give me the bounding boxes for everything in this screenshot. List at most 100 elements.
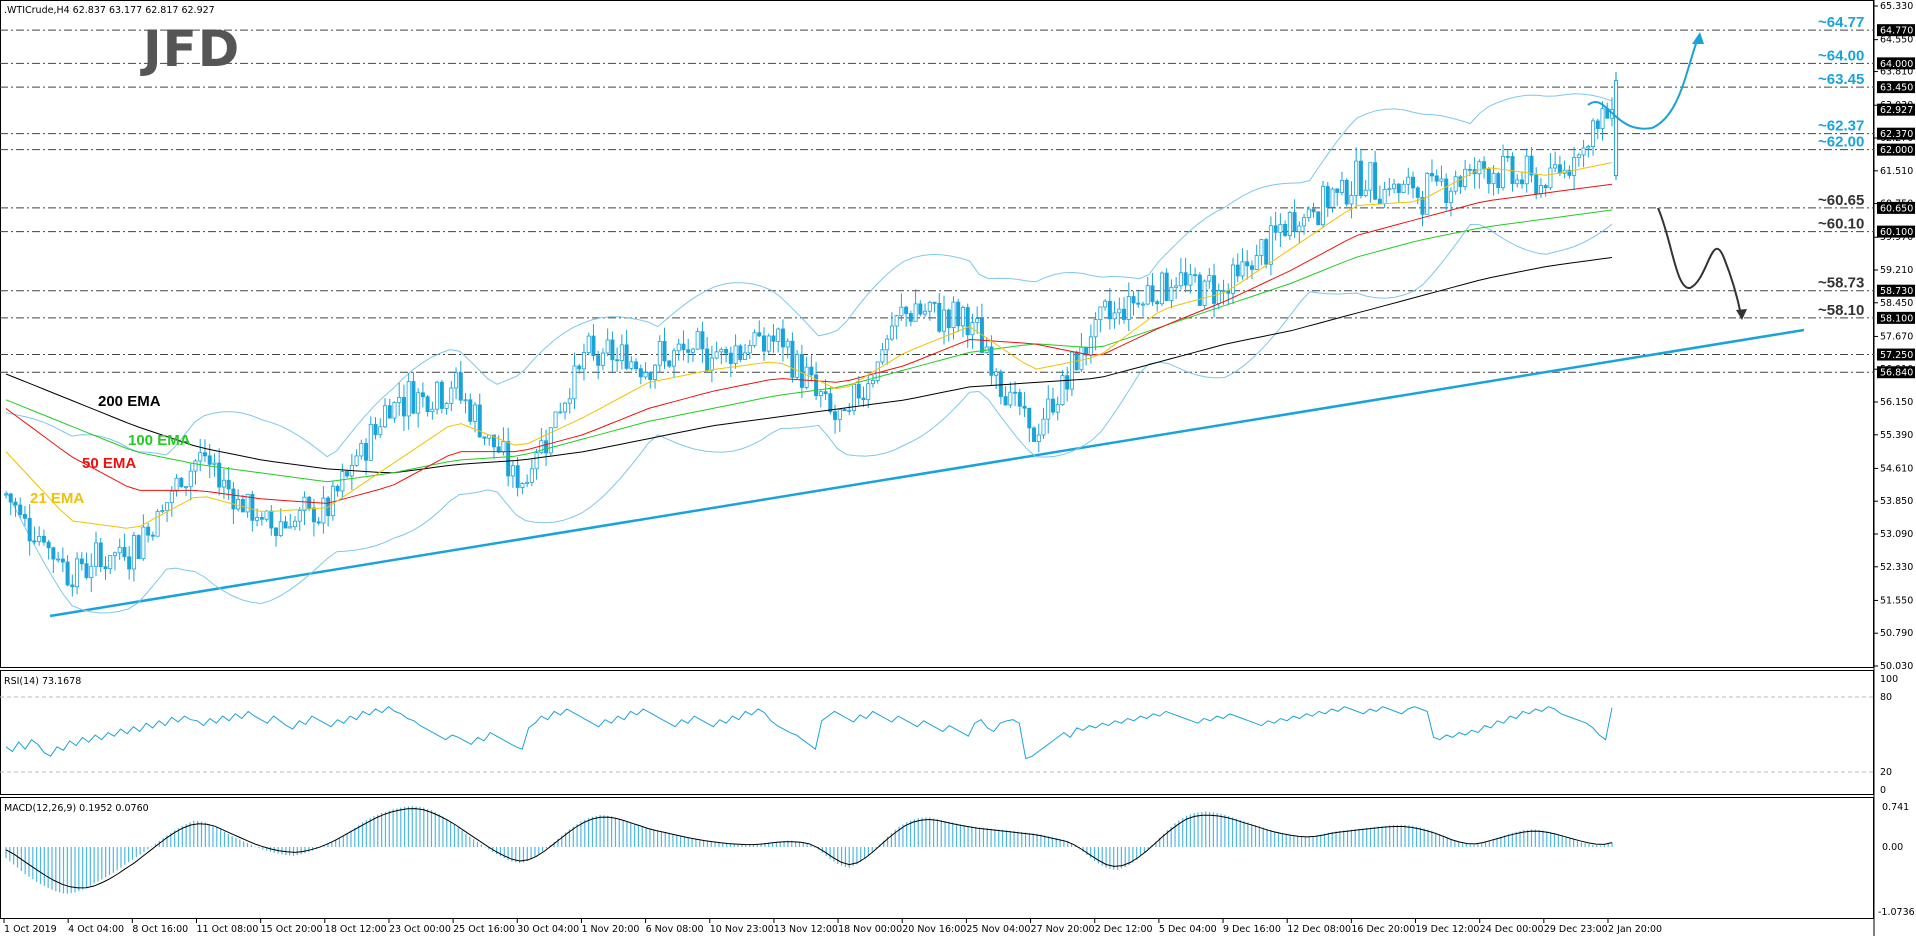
macd-hist-bar — [1047, 836, 1050, 847]
level-label: ~64.00 — [1818, 47, 1864, 64]
macd-hist-bar — [1193, 813, 1195, 847]
candle-body — [1344, 179, 1349, 205]
macd-hist-bar — [883, 840, 885, 847]
macd-hist-bar — [388, 810, 390, 847]
candle-body — [581, 352, 586, 370]
candle-body — [1439, 178, 1444, 182]
macd-hist-bar — [1024, 832, 1027, 847]
main-pane-frame — [0, 0, 1874, 668]
candle-body — [231, 488, 236, 510]
macd-hist-bar — [147, 847, 149, 850]
time-tick-label: 23 Oct 00:00 — [389, 924, 451, 935]
macd-hist-bar — [1346, 830, 1349, 847]
macd-hist-bar — [530, 847, 532, 860]
candle-body — [586, 335, 591, 353]
candle-body — [382, 405, 387, 428]
price-badge — [1877, 24, 1915, 37]
candle-body — [202, 452, 207, 457]
candle-body — [51, 547, 56, 560]
candle-body — [681, 343, 686, 351]
candle-body — [169, 490, 174, 504]
macd-hist-bar — [952, 822, 954, 847]
candle-body — [1339, 179, 1344, 193]
macd-histogram — [5, 806, 1613, 894]
macd-hist-bar — [507, 847, 509, 860]
candle-body — [1103, 300, 1108, 308]
price-tick-label: 54.610 — [1880, 463, 1913, 474]
macd-hist-bar — [722, 842, 724, 847]
macd-hist-bar — [423, 807, 425, 847]
macd-hist-bar — [714, 842, 716, 847]
macd-hist-bar — [1082, 847, 1084, 852]
candle-body — [1477, 161, 1482, 175]
macd-hist-bar — [1139, 847, 1142, 857]
price-badge — [1877, 143, 1915, 156]
candle-body — [506, 441, 511, 477]
macd-hist-bar — [1515, 831, 1517, 847]
macd-hist-bar — [1592, 844, 1594, 847]
candle-body — [842, 409, 847, 412]
macd-hist-bar — [676, 835, 678, 847]
macd-hist-bar — [775, 841, 778, 847]
price-badge — [1877, 201, 1915, 214]
macd-hist-bar — [944, 820, 946, 847]
candle-body — [1046, 398, 1051, 420]
candle-body — [250, 493, 255, 521]
macd-hist-bar — [154, 843, 157, 847]
candle-body — [264, 510, 269, 520]
macd-hist-bar — [1354, 829, 1356, 847]
macd-hist-bar — [231, 835, 233, 847]
macd-hist-bar — [24, 847, 26, 875]
macd-hist-bar — [151, 846, 153, 847]
macd-hist-bar — [538, 847, 540, 855]
candle-body — [629, 361, 634, 369]
candle-body — [1524, 155, 1529, 185]
macd-hist-bar — [216, 827, 218, 847]
macd-hist-bar — [683, 836, 686, 847]
candle-body — [411, 381, 416, 414]
macd-hist-bar — [300, 847, 302, 855]
candle-body — [160, 510, 165, 513]
macd-hist-bar — [1576, 840, 1579, 847]
time-tick-label: 25 Nov 04:00 — [966, 924, 1030, 935]
ema-line — [5, 183, 1613, 504]
candle-body — [146, 526, 151, 536]
macd-hist-bar — [614, 817, 617, 847]
candle-body — [776, 328, 781, 342]
candle-body — [994, 371, 999, 376]
macd-hist-bar — [78, 847, 80, 892]
macd-hist-bar — [1473, 844, 1475, 847]
macd-hist-bar — [975, 826, 977, 847]
candle-body — [932, 301, 937, 304]
macd-label: MACD(12,26,9) 0.1952 0.0760 — [4, 803, 149, 814]
macd-hist-bar — [764, 843, 766, 847]
macd-hist-bar — [1569, 838, 1571, 847]
time-tick-label: 10 Nov 23:00 — [710, 924, 774, 935]
macd-hist-bar — [1166, 830, 1168, 847]
candle-body — [1093, 319, 1098, 338]
macd-hist-bar — [112, 847, 114, 873]
candle-body — [4, 493, 9, 496]
candle-body — [340, 471, 345, 492]
macd-hist-bar — [1116, 847, 1119, 870]
candle-body — [951, 301, 956, 328]
candle-body — [738, 345, 743, 360]
ema-21-label: 21 EMA — [30, 490, 84, 507]
price-badge — [1877, 366, 1915, 379]
macd-hist-bar — [925, 817, 927, 847]
candle-body — [1373, 162, 1378, 200]
time-tick-label: 6 Nov 08:00 — [646, 924, 704, 935]
candle-body — [847, 409, 852, 412]
macd-hist-bar — [361, 822, 364, 847]
candle-body — [619, 344, 624, 361]
candle-body — [420, 392, 425, 398]
macd-hist-bar — [1492, 839, 1494, 847]
candle-body — [648, 372, 653, 380]
candle-body — [439, 381, 444, 409]
macd-hist-bar — [285, 847, 287, 855]
candle-body — [435, 381, 440, 410]
candle-body — [1600, 108, 1605, 129]
price-badge-label: 58.100 — [1880, 313, 1913, 324]
macd-hist-bar — [867, 847, 870, 856]
price-tick-label: 53.090 — [1880, 529, 1913, 540]
